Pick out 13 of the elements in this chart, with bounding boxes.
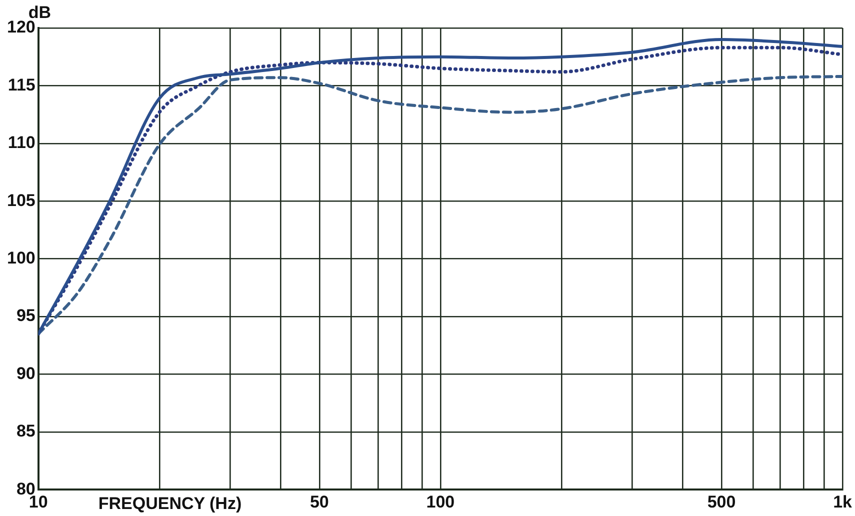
x-axis-title: FREQUENCY (Hz) xyxy=(98,494,242,513)
x-tick-label: 50 xyxy=(310,492,329,512)
y-tick-label: 120 xyxy=(6,18,36,37)
y-tick-label: 100 xyxy=(6,248,36,268)
y-tick-label: 115 xyxy=(8,75,36,94)
x-tick-label: 1k xyxy=(833,492,853,512)
y-tick-label: 85 xyxy=(16,422,36,441)
y-tick-label: 95 xyxy=(16,306,36,326)
y-tick-label: 110 xyxy=(8,133,36,152)
y-tick-label: 105 xyxy=(6,190,36,210)
x-tick-label: 500 xyxy=(707,492,736,512)
x-tick-label: 100 xyxy=(426,492,455,512)
y-tick-label: 90 xyxy=(16,364,36,383)
